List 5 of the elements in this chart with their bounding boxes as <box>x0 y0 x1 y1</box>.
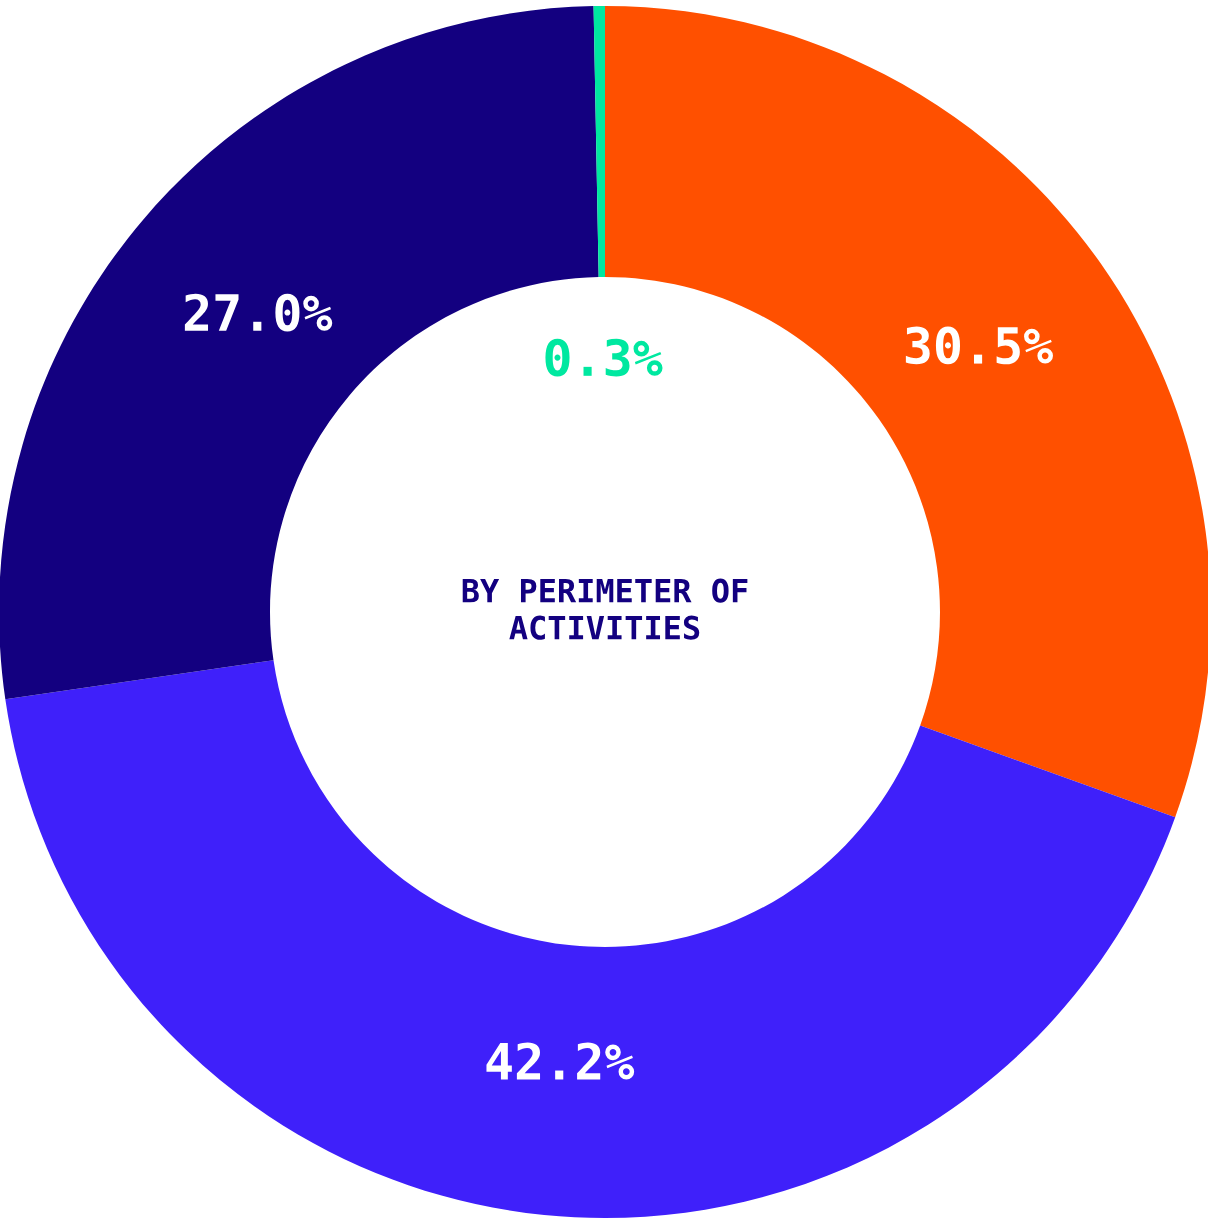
data-label: 42.2% <box>486 1042 635 1080</box>
data-label: 30.5% <box>905 326 1053 365</box>
data-label: 27.0% <box>184 293 333 332</box>
data-label: 0.3% <box>545 338 663 377</box>
text: BY PERIMETER OF ACTIVITIES <box>462 578 748 640</box>
